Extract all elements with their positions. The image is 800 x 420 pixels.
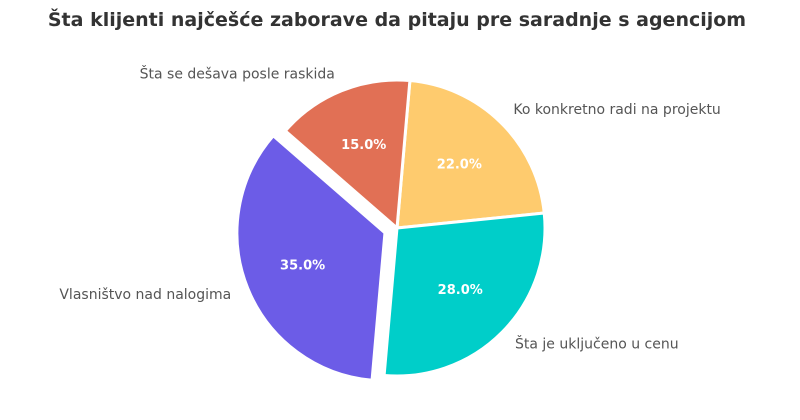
pie-category-label: Vlasništvo nad nalogima <box>59 287 231 303</box>
chart-title: Šta klijenti najčešće zaborave da pitaju… <box>48 7 746 31</box>
pie-percent-label: 15.0% <box>341 138 386 153</box>
pie-percent-label: 22.0% <box>437 157 482 172</box>
pie-category-label: Šta je uključeno u cenu <box>515 334 679 352</box>
pie-category-label: Ko konkretno radi na projektu <box>513 102 720 118</box>
pie-category-label: Šta se dešava posle raskida <box>140 64 335 82</box>
pie-slice-sta-se-desava-posle-raskida <box>283 78 412 230</box>
pie-slice-sta-je-ukljuceno-u-cenu <box>382 211 547 378</box>
pie-percent-label: 35.0% <box>280 259 325 274</box>
pie-slice-ko-konkretno-radi-na-projektu <box>395 79 546 230</box>
pie-labels: 22.0% Ko konkretno radi na projektu 28.0% Š… <box>59 64 720 352</box>
pie-slice-vlasnistvo-nad-nalogima <box>235 134 387 382</box>
pie-percent-label: 28.0% <box>438 283 483 298</box>
pie-slices <box>235 78 547 382</box>
